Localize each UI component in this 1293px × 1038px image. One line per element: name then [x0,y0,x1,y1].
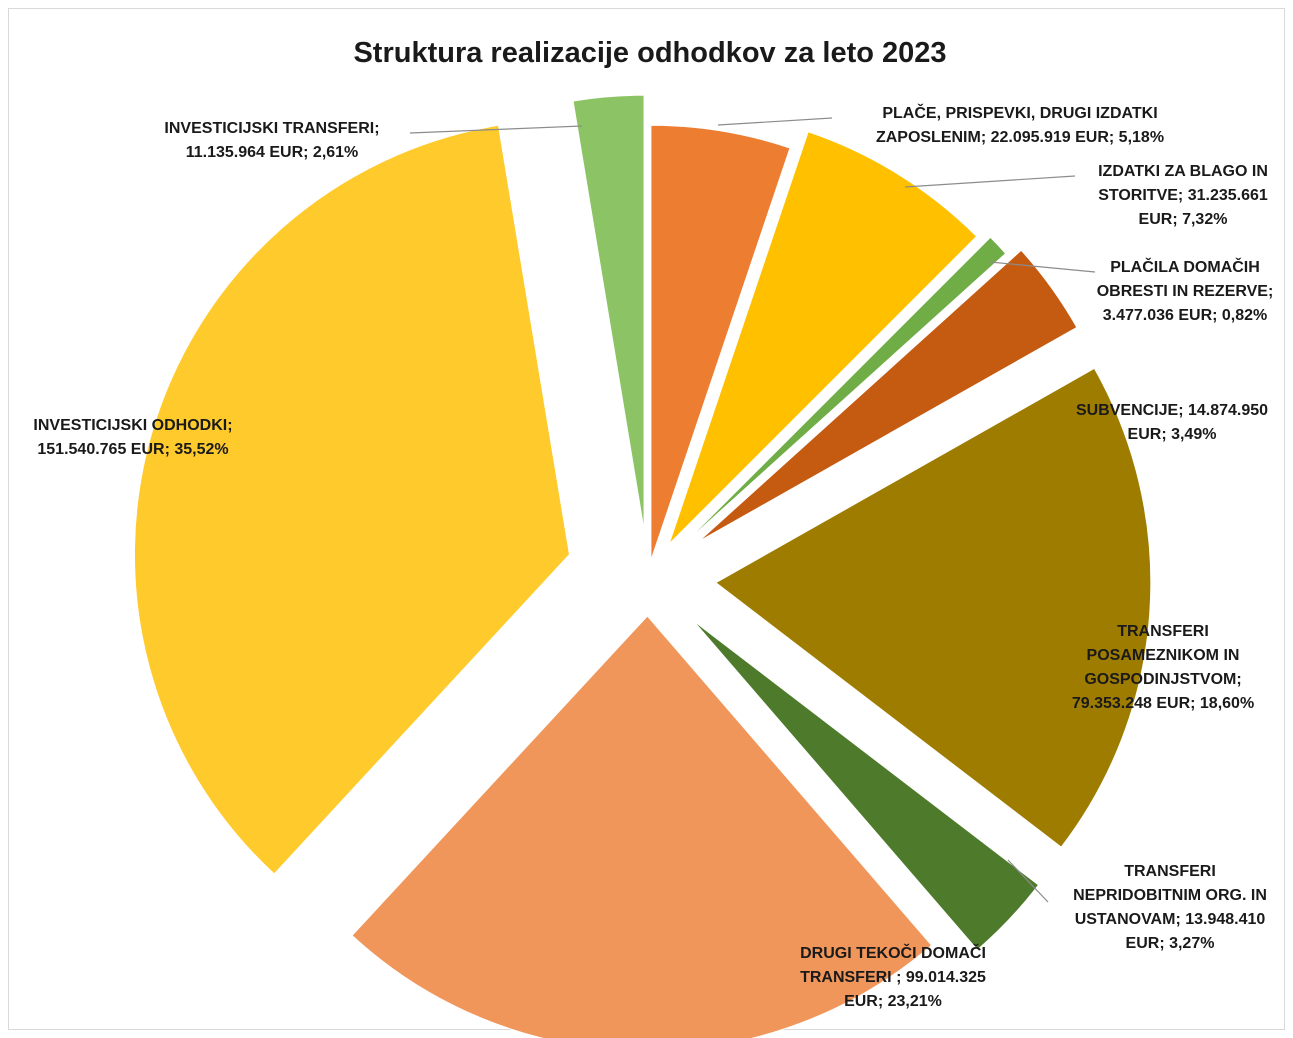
data-label-line: GOSPODINJSTVOM; [1084,671,1241,688]
leader-lines [409,117,1096,903]
data-label-line: TRANSFERI ; 99.014.325 [800,969,986,986]
data-label: PLAČE, PRISPEVKI, DRUGI IZDATKI ZAPOSLENI… [876,103,1164,146]
data-label-line: EUR; 3,49% [1128,426,1217,443]
data-label-line: SUBVENCIJE; 14.874.950 [1076,402,1268,419]
data-label-line: NEPRIDOBITNIM ORG. IN [1073,887,1267,904]
pie-slices [133,94,1152,1038]
data-label-line: 79.353.248 EUR; 18,60% [1072,695,1254,712]
leader-line [904,175,1076,188]
data-label-line: IZDATKI ZA BLAGO IN [1098,163,1268,180]
data-label-line: EUR; 23,21% [844,993,942,1010]
leader-line [717,117,833,126]
pie-slice [714,367,1152,848]
data-label-line: PLAČILA DOMAČIH [1110,257,1260,276]
data-label: PLAČILA DOMAČIH OBRESTI IN REZERVE; 3.477.… [1097,257,1274,324]
data-label-line: DRUGI TEKOČI DOMAČI [800,943,986,962]
leader-line [409,125,583,134]
data-label-line: TRANSFERI [1117,623,1209,640]
pie-slice [133,124,570,875]
pie-slice [351,615,933,1038]
data-label: TRANSFERI POSAMEZNIKOM IN GOSPODINJSTVOM; 7… [1072,623,1254,712]
data-label: INVESTICIJSKI ODHODKI; 151.540.765 EUR; 3… [33,417,232,458]
data-label-line: TRANSFERI [1124,863,1216,880]
data-label-line: EUR; 3,27% [1126,935,1215,952]
data-label: TRANSFERI NEPRIDOBITNIM ORG. IN USTANOVAM;… [1073,863,1267,952]
pie-slice [668,131,978,545]
leader-line [1007,859,1049,903]
data-label-line: OBRESTI IN REZERVE; [1097,283,1274,300]
pie-slice [572,94,645,531]
data-label-line: INVESTICIJSKI TRANSFERI; [164,120,379,137]
data-label: INVESTICIJSKI TRANSFERI; 11.135.964 EUR; … [164,120,379,161]
pie-slice [650,124,791,561]
data-label-line: STORITVE; 31.235.661 [1098,187,1268,204]
pie-slice [692,620,1040,951]
data-label-line: PLAČE, PRISPEVKI, DRUGI IZDATKI [882,103,1157,122]
data-label-line: 151.540.765 EUR; 35,52% [37,441,228,458]
data-label: IZDATKI ZA BLAGO IN STORITVE; 31.235.661 E… [1098,163,1268,228]
data-label-line: INVESTICIJSKI ODHODKI; [33,417,232,434]
data-labels: PLAČE, PRISPEVKI, DRUGI IZDATKI ZAPOSLENI… [33,103,1273,1010]
pie-slice [682,236,1007,546]
chart-title: Struktura realizacije odhodkov za leto 2… [353,37,946,69]
data-label-line: EUR; 7,32% [1139,211,1228,228]
leader-line [989,261,1096,273]
data-label: DRUGI TEKOČI DOMAČI TRANSFERI ; 99.014.32… [800,943,986,1010]
data-label: SUBVENCIJE; 14.874.950 EUR; 3,49% [1076,402,1268,443]
data-label-line: POSAMEZNIKOM IN [1087,647,1240,664]
pie-slice [697,249,1078,543]
data-label-line: ZAPOSLENIM; 22.095.919 EUR; 5,18% [876,129,1164,146]
data-label-line: 3.477.036 EUR; 0,82% [1103,307,1268,324]
data-label-line: 11.135.964 EUR; 2,61% [186,144,359,161]
data-label-line: USTANOVAM; 13.948.410 [1075,911,1266,928]
